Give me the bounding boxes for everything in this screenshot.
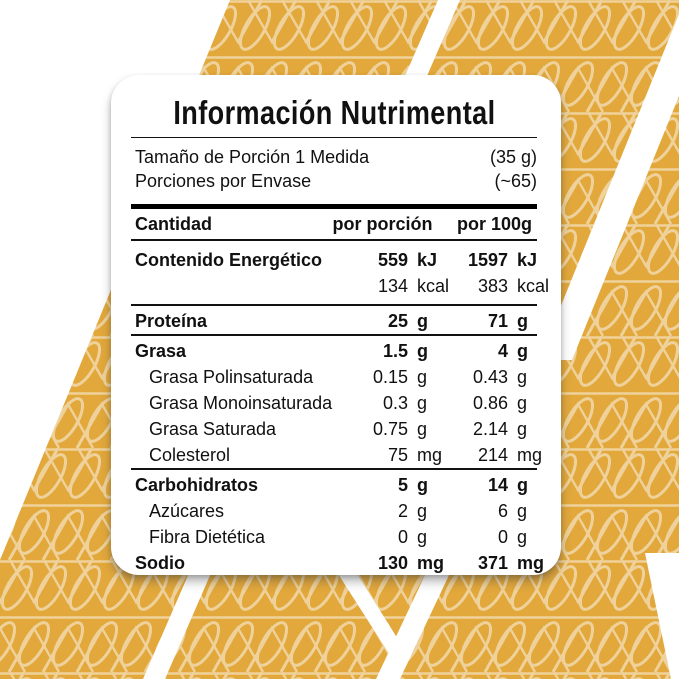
header-per-100g: por 100g bbox=[456, 214, 533, 234]
unit-per-100g: g bbox=[517, 393, 528, 413]
nutrient-row: Grasa Monoinsaturada 0.3 g 0.86 g bbox=[131, 390, 537, 416]
diagonal-stripe-bottom-arm bbox=[333, 566, 406, 652]
unit-per-portion: g bbox=[417, 419, 428, 439]
value-per-portion: 0.15 bbox=[372, 367, 408, 387]
unit-per-portion: g bbox=[417, 475, 428, 495]
nutrition-title-text: Información Nutrimental bbox=[172, 94, 496, 131]
nutrient-row: Sodio 130 mg 371 mg bbox=[131, 550, 544, 576]
value-per-portion: 5 bbox=[397, 475, 408, 495]
value-per-100g: 0.43 bbox=[472, 367, 508, 387]
value-per-100g: 0.86 bbox=[472, 393, 508, 413]
nutrient-label: Proteína bbox=[135, 311, 208, 331]
value-per-100g: 1597 bbox=[467, 250, 508, 270]
serving-section: Tamaño de Porción 1 Medida (35 g) Porcio… bbox=[131, 138, 537, 199]
unit-per-portion: g bbox=[417, 311, 428, 331]
unit-per-100g: g bbox=[517, 501, 528, 521]
nutrient-label: Grasa bbox=[135, 341, 187, 361]
unit-per-portion: mg bbox=[417, 445, 443, 465]
nutrition-facts-card: Información Nutrimental Tamaño de Porció… bbox=[111, 75, 561, 575]
unit-per-portion: g bbox=[417, 367, 428, 387]
nutrition-title: Información Nutrimental bbox=[131, 93, 537, 133]
nutrient-row: Grasa Saturada 0.75 g 2.14 g bbox=[131, 416, 537, 442]
unit-per-portion: mg bbox=[417, 553, 444, 573]
unit-per-100g: g bbox=[517, 311, 528, 331]
nutrient-row: Contenido Energético 559 kJ 1597 kJ bbox=[131, 241, 537, 273]
value-per-portion: 559 bbox=[377, 250, 408, 270]
nutrient-label: Contenido Energético bbox=[135, 250, 323, 270]
nutrient-label: Fibra Dietética bbox=[149, 527, 266, 547]
title-divider bbox=[131, 137, 537, 138]
diagonal-stripe-right bbox=[539, 14, 679, 360]
value-per-portion: 1.5 bbox=[382, 341, 408, 361]
nutrient-table: Contenido Energético 559 kJ 1597 kJ 134 kcal 38… bbox=[131, 241, 550, 576]
serving-size-row: Tamaño de Porción 1 Medida (35 g) bbox=[131, 145, 537, 169]
header-amount: Cantidad bbox=[135, 214, 213, 234]
nutrient-row: Grasa 1.5 g 4 g bbox=[131, 334, 537, 364]
value-per-100g: 14 bbox=[487, 475, 508, 495]
table-header: Cantidad por porción por 100g bbox=[131, 209, 537, 239]
value-per-100g: 6 bbox=[497, 501, 508, 521]
servings-per-container-label: Porciones por Envase bbox=[135, 171, 312, 191]
nutrient-label: Grasa Saturada bbox=[149, 419, 277, 439]
nutrient-label: Carbohidratos bbox=[135, 475, 259, 495]
unit-per-100g: kcal bbox=[517, 276, 550, 296]
value-per-100g: 4 bbox=[497, 341, 508, 361]
value-per-portion: 2 bbox=[397, 501, 408, 521]
serving-size-value: (35 g) bbox=[489, 147, 537, 167]
white-corner-sliver bbox=[645, 553, 679, 679]
unit-per-100g: g bbox=[517, 341, 528, 361]
unit-per-portion: g bbox=[417, 341, 428, 361]
nutrient-row: Fibra Dietética 0 g 0 g bbox=[131, 524, 537, 550]
servings-per-container-value: (~65) bbox=[494, 171, 537, 191]
value-per-100g: 71 bbox=[487, 311, 508, 331]
value-per-100g: 383 bbox=[477, 276, 508, 296]
value-per-portion: 130 bbox=[377, 553, 408, 573]
unit-per-100g: mg bbox=[517, 445, 543, 465]
nutrient-row: Azúcares 2 g 6 g bbox=[131, 498, 537, 524]
unit-per-portion: kcal bbox=[417, 276, 450, 296]
unit-per-portion: g bbox=[417, 527, 428, 547]
unit-per-100g: g bbox=[517, 527, 528, 547]
nutrient-label: Azúcares bbox=[149, 501, 225, 521]
nutrient-label: Sodio bbox=[135, 553, 185, 573]
unit-per-100g: g bbox=[517, 419, 528, 439]
value-per-portion: 25 bbox=[387, 311, 408, 331]
unit-per-portion: g bbox=[417, 393, 428, 413]
unit-per-100g: g bbox=[517, 367, 528, 387]
value-per-portion: 0.75 bbox=[372, 419, 408, 439]
value-per-100g: 214 bbox=[477, 445, 508, 465]
unit-per-100g: mg bbox=[517, 553, 544, 573]
value-per-100g: 371 bbox=[477, 553, 508, 573]
value-per-portion: 134 bbox=[377, 276, 408, 296]
nutrient-row: Colesterol 75 mg 214 mg bbox=[131, 442, 543, 468]
nutrient-row: Carbohidratos 5 g 14 g bbox=[131, 468, 537, 498]
unit-per-100g: kJ bbox=[517, 250, 538, 270]
header-per-portion: por porción bbox=[332, 214, 433, 234]
value-per-portion: 75 bbox=[387, 445, 408, 465]
serving-size-label: Tamaño de Porción 1 Medida bbox=[135, 147, 370, 167]
unit-per-portion: g bbox=[417, 501, 428, 521]
servings-per-container-row: Porciones por Envase (~65) bbox=[131, 169, 537, 193]
unit-per-100g: g bbox=[517, 475, 528, 495]
nutrient-label: Grasa Polinsaturada bbox=[149, 367, 314, 387]
value-per-portion: 0.3 bbox=[382, 393, 408, 413]
section-thick-bar bbox=[131, 204, 537, 209]
nutrient-row: Grasa Polinsaturada 0.15 g 0.43 g bbox=[131, 364, 537, 390]
nutrient-row: Proteína 25 g 71 g bbox=[131, 304, 537, 334]
unit-per-portion: kJ bbox=[417, 250, 438, 270]
header-divider bbox=[131, 239, 537, 241]
nutrient-label: Grasa Monoinsaturada bbox=[149, 393, 333, 413]
nutrient-label: Colesterol bbox=[149, 445, 231, 465]
value-per-100g: 2.14 bbox=[472, 419, 508, 439]
value-per-portion: 0 bbox=[397, 527, 408, 547]
value-per-100g: 0 bbox=[497, 527, 508, 547]
nutrient-row: 134 kcal 383 kcal bbox=[131, 273, 550, 304]
